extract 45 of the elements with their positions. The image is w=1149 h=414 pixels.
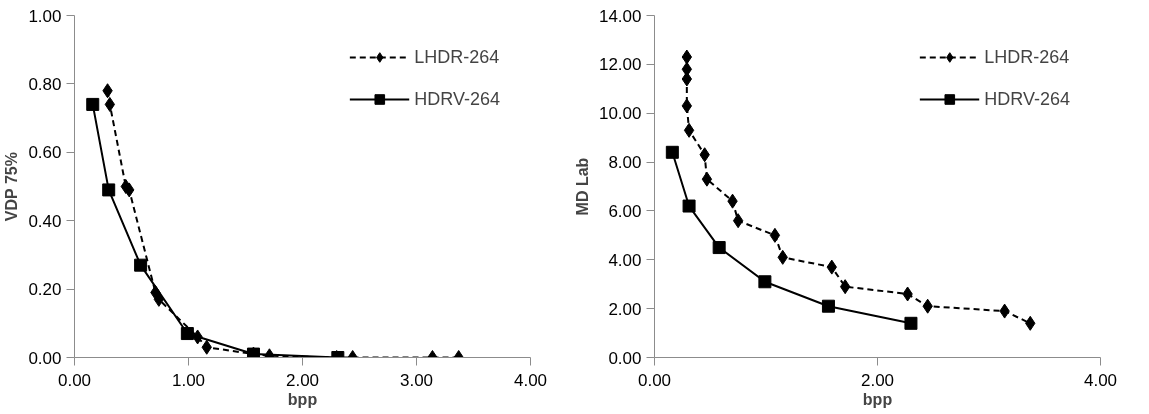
x-tick-label: 2.00 [860,370,895,390]
point [180,327,194,341]
legend-label: HDRV-264 [984,88,1070,110]
x-tick-label: 0.00 [57,370,92,390]
point [701,171,713,187]
y-tick-label: 6.00 [608,201,642,221]
x-tick-label: 3.00 [399,370,434,390]
point [682,199,696,213]
y-tick-label: 0.00 [28,348,62,368]
point [104,96,116,112]
point [821,299,835,313]
x-tick-label: 1.00 [171,370,206,390]
legend-label: LHDR-264 [414,46,500,68]
point [712,241,726,255]
y-tick-label: 0.60 [28,143,62,163]
x-axis-title: bpp [862,390,893,408]
y-tick-label: 0.40 [28,211,62,231]
y-tick-label: 14.00 [598,6,642,26]
legend-label: LHDR-264 [984,46,1070,68]
point [683,122,695,138]
legend-label: HDRV-264 [414,88,500,110]
point [665,145,679,159]
y-tick-label: 4.00 [608,250,642,270]
x-tick-label: 4.00 [513,370,548,390]
x-tick-label: 0.00 [637,370,672,390]
point [102,183,116,197]
point [758,275,772,289]
y-tick-label: 0.80 [28,74,62,94]
x-tick-label: 4.00 [1083,370,1118,390]
y-tick-label: 0.00 [608,348,642,368]
y-tick-label: 8.00 [608,153,642,173]
point [134,258,148,272]
point [904,316,918,330]
point [769,227,781,243]
y-axis-title: MD Lab [573,157,591,216]
y-tick-label: 2.00 [608,299,642,319]
y-tick-label: 0.20 [28,280,62,300]
y-tick-label: 12.00 [598,55,642,75]
y-tick-label: 1.00 [28,6,62,26]
point [86,97,100,111]
y-axis-title: VDP 75% [3,152,21,222]
y-tick-label: 10.00 [598,104,642,124]
x-axis-title: bpp [287,390,318,408]
x-tick-label: 2.00 [285,370,320,390]
point [732,213,744,229]
